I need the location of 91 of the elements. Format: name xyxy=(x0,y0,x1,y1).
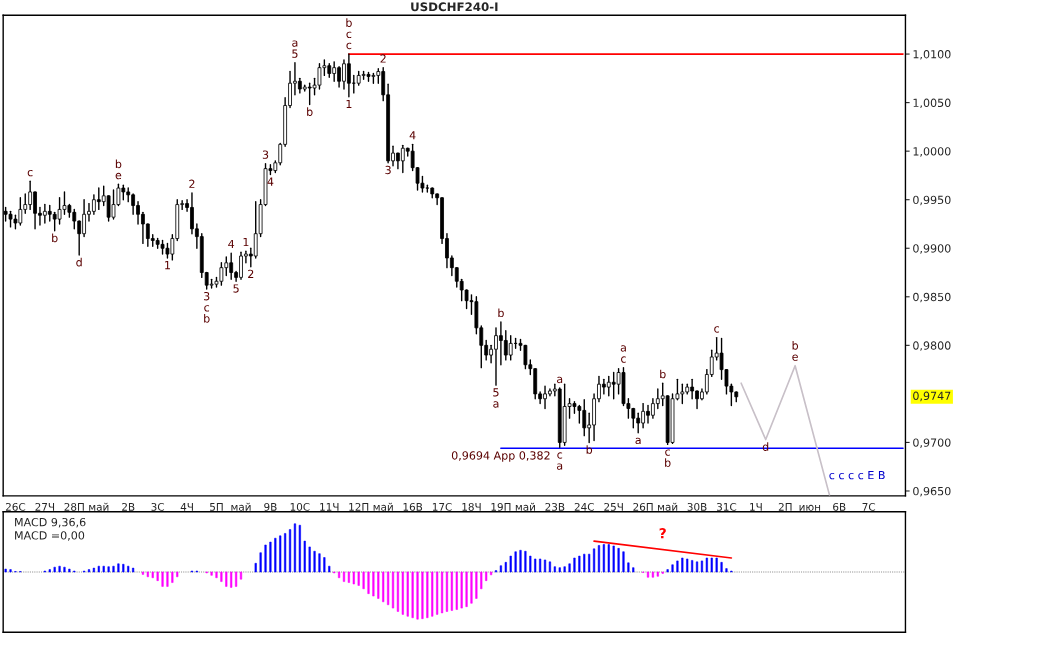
series-label: ? xyxy=(659,528,666,539)
x-tick-label: 12П xyxy=(349,502,369,511)
annotation: c xyxy=(346,31,352,39)
annotation: c xyxy=(557,452,563,459)
annotation: 3 xyxy=(385,165,391,175)
annotation: 0,9694 App 0,382 xyxy=(451,451,550,462)
x-tick-label: 9В xyxy=(264,502,277,511)
y-tick-label: 0,9700 xyxy=(913,438,951,448)
x-tick-label: 16В xyxy=(403,502,423,511)
x-tick-label: 11Ч xyxy=(320,503,339,511)
text: 0,9747 xyxy=(913,391,951,402)
x-tick-label: 18Ч xyxy=(462,502,481,511)
y-tick-label: 0,9900 xyxy=(913,244,951,254)
annotation: c xyxy=(204,305,210,312)
annotation: a xyxy=(557,376,563,384)
x-tick-label: 1Ч xyxy=(750,503,762,511)
annotation: 4 xyxy=(409,131,416,140)
y-tick-label: 0,9850 xyxy=(913,292,951,303)
annotation: b xyxy=(307,107,313,116)
x-tick-label: май xyxy=(658,502,678,511)
x-tick-label: 4Ч xyxy=(180,503,193,511)
x-tick-label: июн xyxy=(799,504,821,511)
x-tick-label: 3С xyxy=(151,502,165,511)
x-tick-label: 23В xyxy=(545,502,565,511)
annotation: 4 xyxy=(228,239,235,249)
x-tick-label: 28П xyxy=(64,502,84,511)
x-tick-label: май xyxy=(89,502,109,511)
annotation: b xyxy=(346,18,352,27)
x-tick-label: 6В xyxy=(833,502,846,511)
annotation: 1 xyxy=(243,237,249,247)
annotation: 1 xyxy=(165,261,170,270)
annotation: 5 xyxy=(493,388,499,397)
annotation: c xyxy=(714,326,720,333)
annotation: 1 xyxy=(346,99,352,108)
annotation: 2 xyxy=(189,179,195,188)
annotation: a xyxy=(292,40,298,47)
x-tick-label: май xyxy=(373,502,393,511)
x-tick-label: 5П xyxy=(210,503,223,511)
y-tick-label: 0,9800 xyxy=(913,341,951,351)
annotation: 5 xyxy=(292,49,298,58)
x-tick-label: 24С xyxy=(574,502,594,511)
annotation: b xyxy=(498,308,504,318)
candlestick xyxy=(346,53,351,98)
annotation: a xyxy=(493,401,499,408)
annotation: MACD 9,36,6 xyxy=(15,517,86,528)
annotation: e xyxy=(792,354,798,361)
x-tick-label: 25Ч xyxy=(604,502,623,511)
line-series xyxy=(740,364,831,496)
x-tick-label: 2П xyxy=(778,502,792,511)
annotation: 3 xyxy=(262,150,269,159)
y-tick-label: 0,9650 xyxy=(913,486,951,497)
annotation: e xyxy=(115,172,122,180)
annotation: 2 xyxy=(380,54,386,63)
chart-title: USDCHF240-I xyxy=(411,2,498,12)
y-tick-label: 0,9950 xyxy=(913,195,951,206)
annotation: b xyxy=(660,369,666,379)
annotation: c xyxy=(665,449,670,456)
annotation: 2 xyxy=(248,269,254,278)
x-tick-label: 19П xyxy=(491,502,511,511)
x-tick-label: 26П xyxy=(633,502,653,511)
annotation: c xyxy=(27,169,33,177)
annotation: a xyxy=(557,463,563,470)
annotation: MACD =0,00 xyxy=(15,531,85,541)
x-tick-label: 2В xyxy=(122,502,135,511)
x-tick-label: май xyxy=(515,502,535,511)
annotation: b xyxy=(52,233,58,243)
y-tick-label: 1,0050 xyxy=(913,98,951,109)
annotation: b xyxy=(204,314,210,323)
annotation: a xyxy=(620,345,626,352)
x-tick-label: 27Ч xyxy=(35,502,55,511)
x-tick-label: 17С xyxy=(432,502,452,511)
annotation: 3 xyxy=(203,292,210,301)
annotation: b xyxy=(665,458,671,467)
annotation: c xyxy=(346,42,352,50)
x-tick-label: 30В xyxy=(687,502,707,511)
y-tick-label: 1,0100 xyxy=(913,50,951,60)
x-tick-label: 10С xyxy=(290,502,310,511)
candlestick xyxy=(508,334,513,361)
x-tick-label: 31С xyxy=(716,502,737,511)
x-tick-label: май xyxy=(231,502,251,511)
annotation: b xyxy=(115,159,122,169)
annotation: a xyxy=(635,437,641,445)
x-tick-label: 7С xyxy=(862,502,876,511)
annotation: d xyxy=(76,257,82,267)
annotation: b xyxy=(792,341,799,350)
x-tick-label: 26С xyxy=(5,502,26,511)
y-tick-label: 1,0000 xyxy=(913,147,951,157)
annotation: 4 xyxy=(267,177,274,186)
annotation: c xyxy=(621,356,626,363)
annotation: c c c c E B xyxy=(829,471,885,480)
annotation: 5 xyxy=(233,284,239,293)
